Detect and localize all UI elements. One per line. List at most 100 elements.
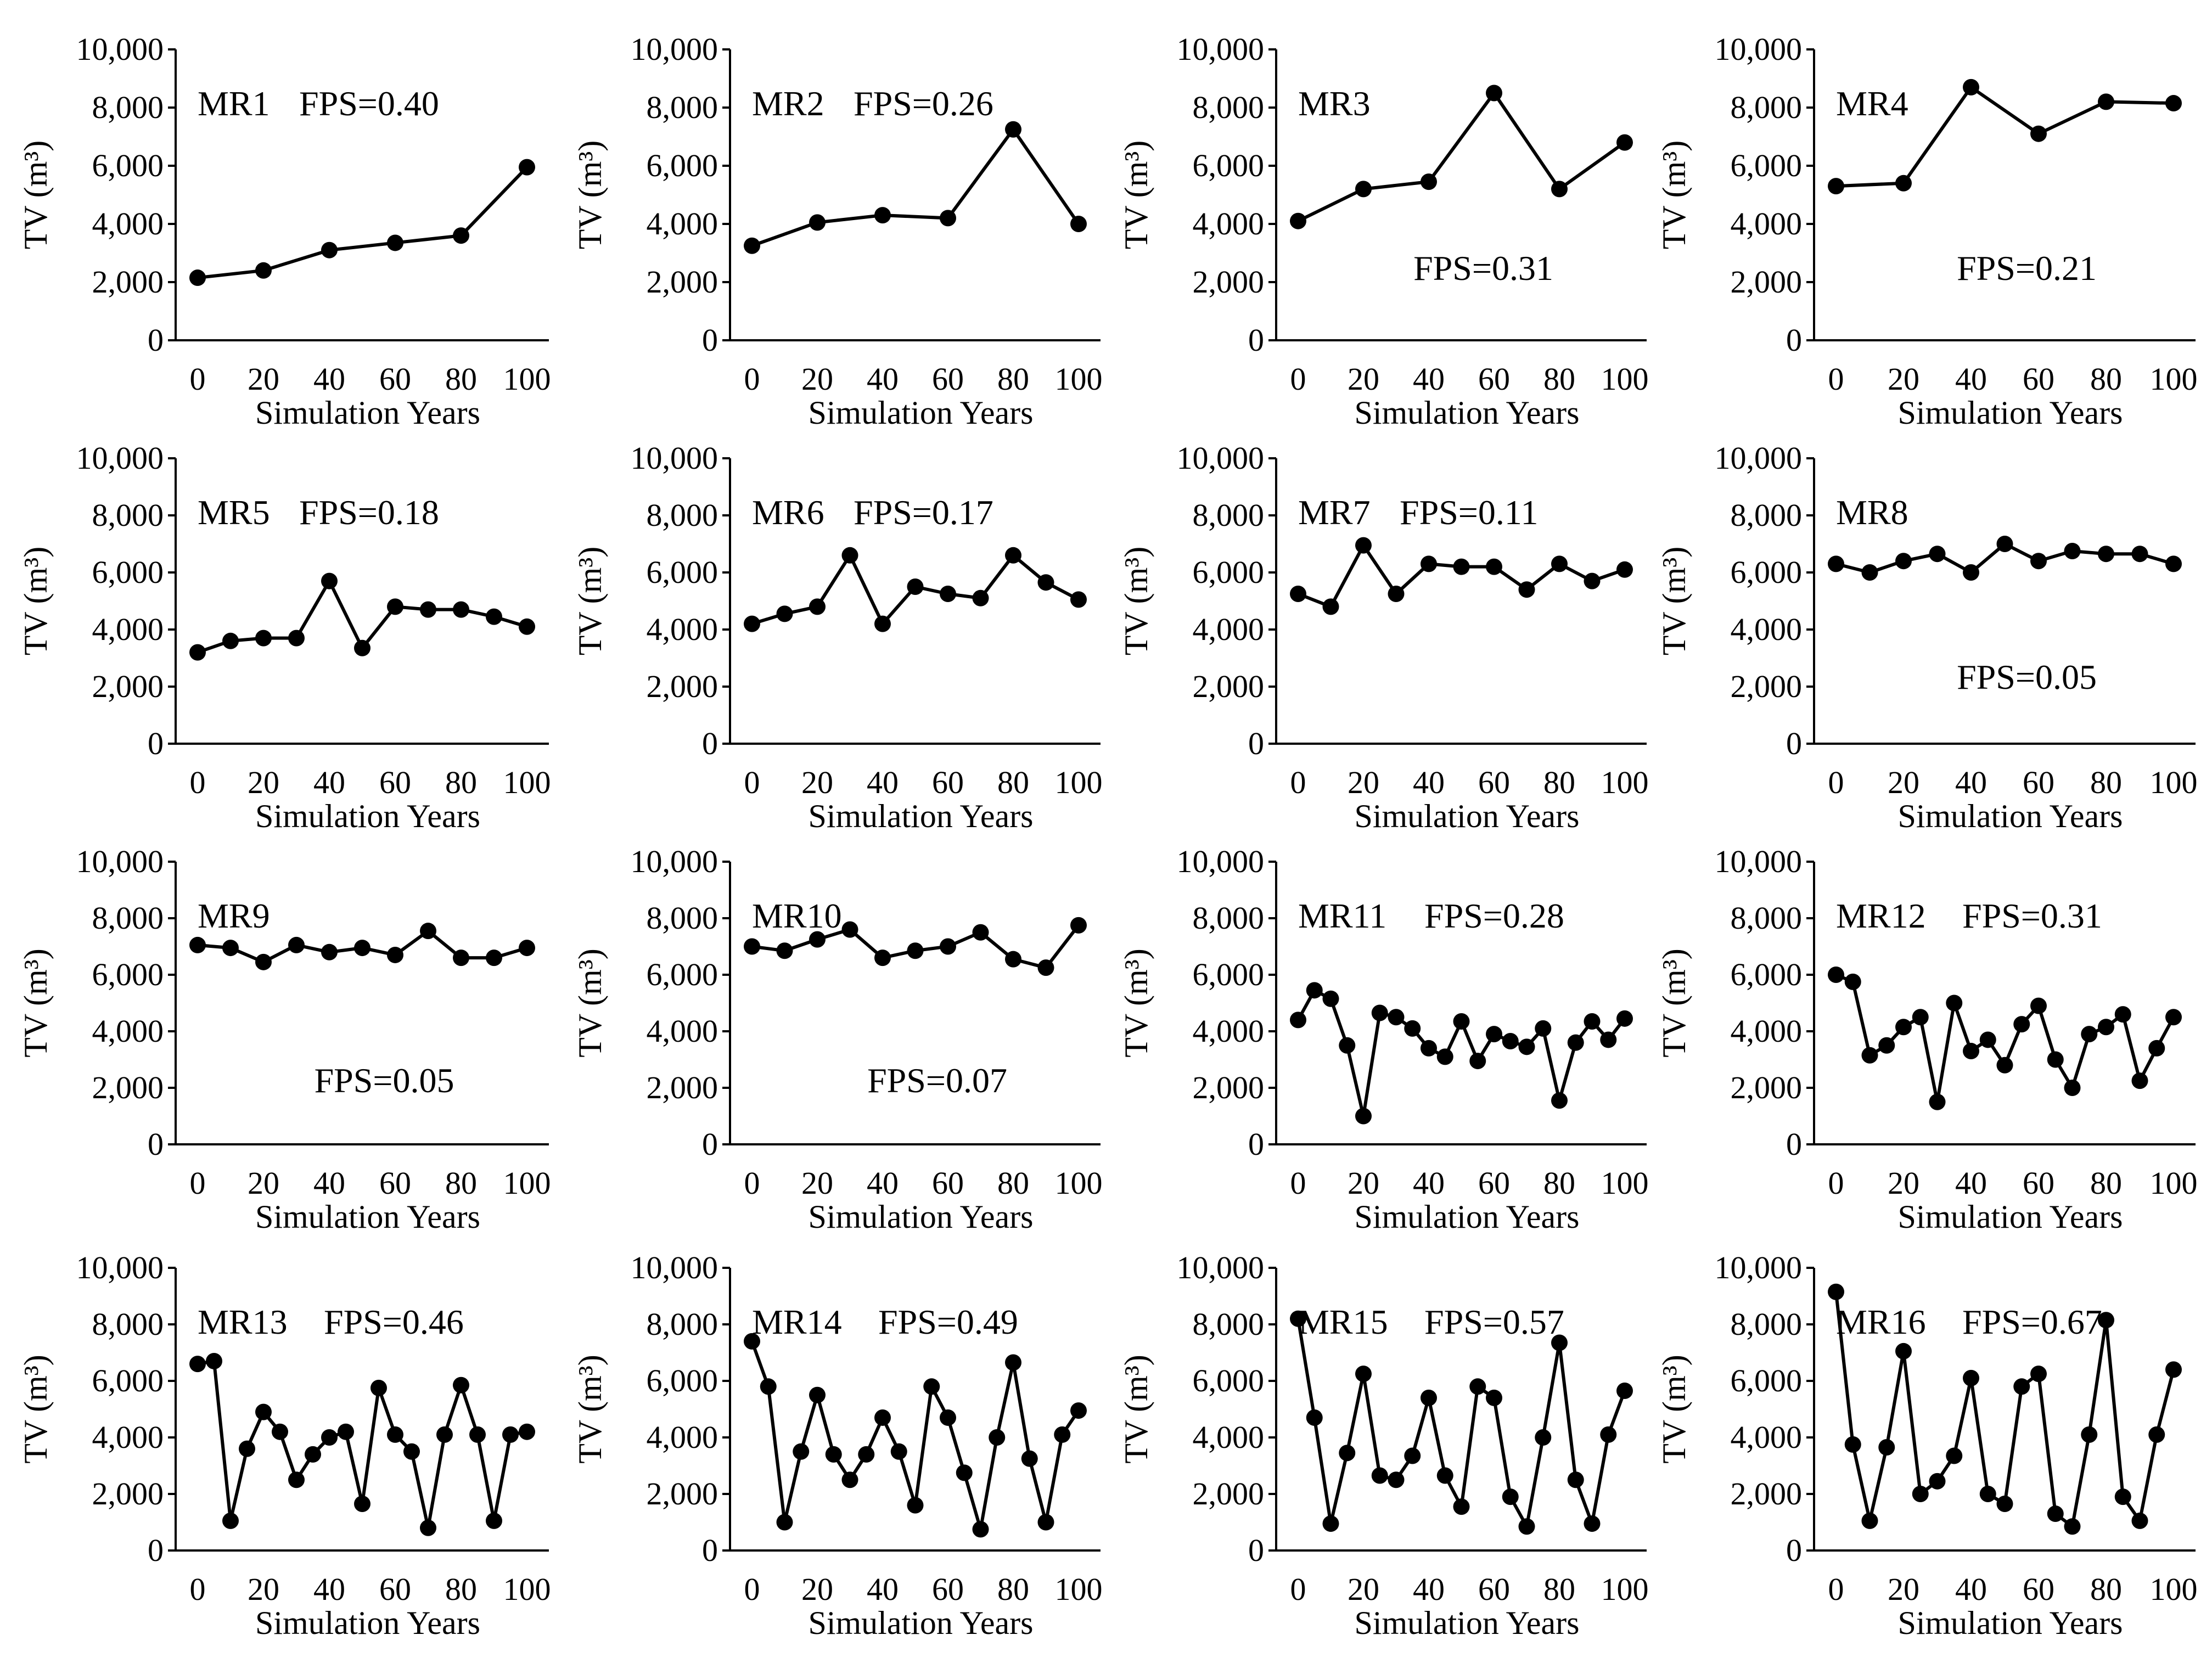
y-tick-label: 2,000 xyxy=(92,264,164,300)
x-tick-label: 100 xyxy=(2150,1571,2198,1607)
data-point xyxy=(453,227,469,244)
data-point xyxy=(1037,1514,1054,1531)
fps-annotation: FPS=0.18 xyxy=(299,493,439,532)
data-point xyxy=(1290,586,1306,602)
y-tick-label: 0 xyxy=(1786,322,1802,358)
data-point xyxy=(744,1333,760,1350)
chart-panel-mr13: 0 2,000 4,000 6,000 8,000 10,000 0 20 40 60 80 100 S… xyxy=(18,1250,551,1641)
data-point xyxy=(1912,1486,1929,1502)
x-tick-label: 100 xyxy=(503,361,551,397)
data-point xyxy=(809,598,826,615)
chart-panel-mr1: 0 2,000 4,000 6,000 8,000 10,000 0 20 40 60 80 100 S… xyxy=(18,31,551,431)
data-point xyxy=(2013,1016,2030,1033)
y-tick-label: 2,000 xyxy=(1193,1070,1265,1105)
y-tick-label: 0 xyxy=(702,1126,718,1162)
data-point xyxy=(1996,1057,2013,1074)
data-point xyxy=(255,630,272,647)
x-tick-label: 0 xyxy=(744,1571,760,1607)
x-tick-label: 40 xyxy=(867,1571,899,1607)
x-tick-label: 0 xyxy=(744,1165,760,1201)
data-point xyxy=(1828,555,1844,572)
fps-annotation: FPS=0.11 xyxy=(1400,493,1539,532)
data-point xyxy=(858,1446,875,1463)
data-point xyxy=(272,1423,288,1440)
data-point xyxy=(288,1471,305,1488)
chart-panel-mr4: 0 2,000 4,000 6,000 8,000 10,000 0 20 40 60 80 100 S… xyxy=(1656,31,2198,431)
data-point xyxy=(1963,564,1979,581)
x-tick-label: 0 xyxy=(1290,361,1306,397)
data-point xyxy=(1963,78,1979,95)
x-tick-label: 0 xyxy=(190,1165,206,1201)
x-tick-label: 80 xyxy=(445,765,477,800)
data-point xyxy=(1421,1389,1437,1406)
y-tick-label: 0 xyxy=(148,322,164,358)
data-point xyxy=(1979,1486,1996,1502)
chart-panel-mr7: 0 2,000 4,000 6,000 8,000 10,000 0 20 40 60 80 100 S… xyxy=(1118,440,1649,834)
y-tick-label: 4,000 xyxy=(1193,1419,1265,1455)
y-tick-label: 0 xyxy=(1248,322,1264,358)
x-axis-title: Simulation Years xyxy=(255,798,480,834)
y-tick-label: 10,000 xyxy=(1715,440,1803,476)
data-point xyxy=(1421,1040,1437,1057)
x-tick-label: 0 xyxy=(1828,765,1844,800)
data-point xyxy=(1421,173,1437,190)
fps-annotation: FPS=0.07 xyxy=(867,1061,1007,1100)
data-point xyxy=(321,943,338,960)
x-axis-title: Simulation Years xyxy=(1354,1605,1579,1641)
data-point xyxy=(1979,1031,1996,1048)
x-tick-label: 60 xyxy=(2023,1165,2054,1201)
y-tick-label: 4,000 xyxy=(647,1013,718,1049)
x-tick-label: 0 xyxy=(190,765,206,800)
x-tick-label: 80 xyxy=(1543,765,1575,800)
y-tick-label: 6,000 xyxy=(647,148,718,183)
data-point xyxy=(2064,543,2081,559)
x-tick-label: 20 xyxy=(1888,1571,1919,1607)
data-point xyxy=(305,1446,321,1463)
y-axis-title: TV (m³) xyxy=(1656,948,1692,1058)
x-tick-label: 40 xyxy=(1955,1165,1987,1201)
data-point xyxy=(2098,1312,2114,1329)
data-point xyxy=(1584,1013,1601,1030)
x-tick-label: 60 xyxy=(932,1571,964,1607)
panel-label: MR12 xyxy=(1836,896,1926,935)
data-point xyxy=(1486,1389,1502,1406)
data-point xyxy=(776,942,793,959)
x-tick-label: 40 xyxy=(313,361,345,397)
data-point xyxy=(776,605,793,622)
data-point xyxy=(1584,572,1601,589)
y-axis-title: TV (m³) xyxy=(572,141,608,250)
y-axis-title: TV (m³) xyxy=(1118,547,1154,656)
x-tick-label: 100 xyxy=(1601,1571,1649,1607)
data-point xyxy=(2064,1080,2081,1096)
y-axis-title: TV (m³) xyxy=(18,1355,54,1464)
panel-label: MR16 xyxy=(1836,1302,1926,1341)
y-tick-label: 6,000 xyxy=(1731,1363,1803,1398)
x-tick-label: 100 xyxy=(2150,765,2198,800)
data-point xyxy=(1469,1378,1486,1395)
data-point xyxy=(841,547,858,564)
y-tick-label: 2,000 xyxy=(647,668,718,704)
data-point xyxy=(189,936,206,953)
data-point xyxy=(206,1352,222,1369)
series-line xyxy=(1296,1318,1626,1532)
data-point xyxy=(1551,1334,1568,1351)
data-point xyxy=(403,1443,420,1460)
data-point xyxy=(1453,558,1470,575)
x-tick-label: 60 xyxy=(1478,1165,1510,1201)
y-axis-title: TV (m³) xyxy=(18,948,54,1058)
y-tick-label: 10,000 xyxy=(76,31,164,67)
data-point xyxy=(189,269,206,286)
x-axis-title: Simulation Years xyxy=(255,1199,480,1235)
data-point xyxy=(387,234,403,251)
data-point xyxy=(1535,1020,1552,1037)
x-tick-label: 80 xyxy=(997,1571,1029,1607)
y-tick-label: 0 xyxy=(1786,1532,1802,1568)
data-point xyxy=(874,950,891,967)
y-tick-label: 4,000 xyxy=(1731,206,1803,241)
y-tick-label: 2,000 xyxy=(92,668,164,704)
data-point xyxy=(2165,1361,2182,1378)
x-axis-title: Simulation Years xyxy=(1897,395,2123,431)
data-point xyxy=(453,1377,469,1394)
y-tick-label: 6,000 xyxy=(647,957,718,992)
data-point xyxy=(1567,1034,1584,1051)
